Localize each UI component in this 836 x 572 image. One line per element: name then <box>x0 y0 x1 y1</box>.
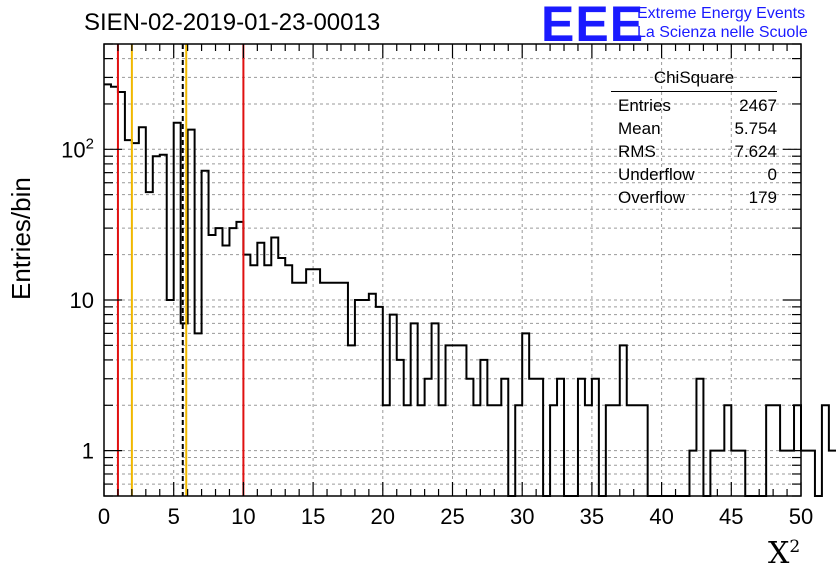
stats-label: Underflow <box>618 165 695 184</box>
x-tick-label: 5 <box>168 504 180 529</box>
logo-line-2: La Scienza nelle Scuole <box>637 24 808 41</box>
y-axis-label: Entries/bin <box>6 177 36 300</box>
stats-row: RMS 7.624 <box>611 140 777 163</box>
x-tick-label: 35 <box>580 504 604 529</box>
x-tick-label: 15 <box>301 504 325 529</box>
stats-label: Mean <box>618 119 661 138</box>
stats-box: ChiSquare Entries 2467 Mean 5.754 RMS 7.… <box>611 68 777 209</box>
y-tick-label: 1 <box>82 439 94 464</box>
logo-line-1: Extreme Energy Events <box>637 5 806 22</box>
x-tick-label: 30 <box>510 504 534 529</box>
stats-row: Mean 5.754 <box>611 117 777 140</box>
y-axis-ticks: 1 10 102 <box>61 43 801 497</box>
stats-header: ChiSquare <box>611 68 777 92</box>
stats-row: Overflow 179 <box>611 186 777 209</box>
x-axis-label: X2 <box>768 536 801 571</box>
stats-label: RMS <box>618 142 656 161</box>
stats-row: Underflow 0 <box>611 163 777 186</box>
stats-label: Entries <box>618 96 671 115</box>
x-tick-label: 45 <box>719 504 743 529</box>
x-tick-label: 50 <box>789 504 813 529</box>
x-tick-label: 40 <box>649 504 673 529</box>
stats-value: 2467 <box>739 96 777 115</box>
stats-label: Overflow <box>618 188 686 207</box>
stats-value: 0 <box>767 165 777 184</box>
x-tick-label: 0 <box>98 504 110 529</box>
stats-value: 7.624 <box>734 142 777 161</box>
x-tick-label: 20 <box>371 504 395 529</box>
eee-logo: EEE <box>541 0 645 52</box>
threshold-lines <box>116 44 245 496</box>
chart-title: SIEN-02-2019-01-23-00013 <box>84 9 381 36</box>
x-tick-label: 25 <box>440 504 464 529</box>
x-axis-ticks: 0 5 10 15 20 25 30 35 40 45 50 <box>98 44 813 529</box>
stats-value: 5.754 <box>734 119 777 138</box>
x-tick-label: 10 <box>231 504 255 529</box>
y-tick-label: 102 <box>61 135 94 162</box>
y-tick-label: 10 <box>70 288 94 313</box>
stats-value: 179 <box>748 188 777 207</box>
stats-row: Entries 2467 <box>611 94 777 117</box>
